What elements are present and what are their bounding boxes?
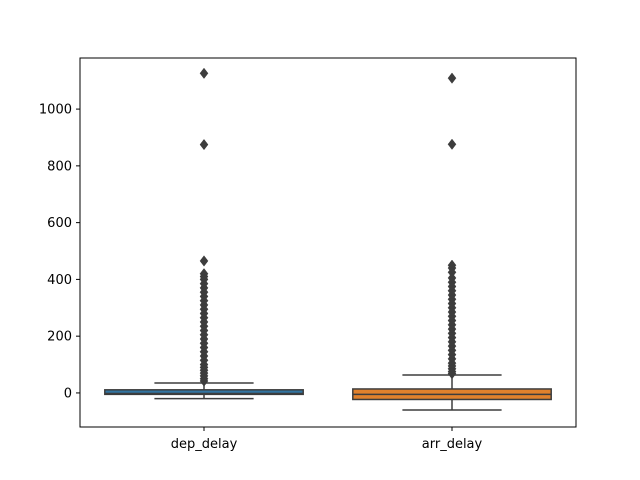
box-body [104,389,304,396]
y-tick-label: 600 [47,216,72,231]
outlier-point [447,368,457,380]
x-axis: dep_delay arr_delay [171,427,483,452]
y-tick-label: 400 [47,273,72,288]
outlier-point [447,72,457,84]
boxes-layer [104,67,552,411]
box-arr_delay [352,72,552,411]
outlier-point [199,138,209,151]
outlier-point [199,255,209,267]
y-tick-label: 1000 [39,103,72,118]
y-tick-label: 0 [64,386,72,401]
plot-frame [79,57,577,428]
outlier-point [199,375,209,387]
y-axis: 0 200 400 600 800 1000 [39,103,80,401]
x-tick-label: arr_delay [422,437,483,452]
box-dep_delay [104,67,304,400]
x-tick-label: dep_delay [171,437,238,452]
outlier-point [447,138,457,150]
y-tick-label: 200 [47,330,72,345]
y-tick-label: 800 [47,159,72,174]
outlier-point [199,67,209,79]
